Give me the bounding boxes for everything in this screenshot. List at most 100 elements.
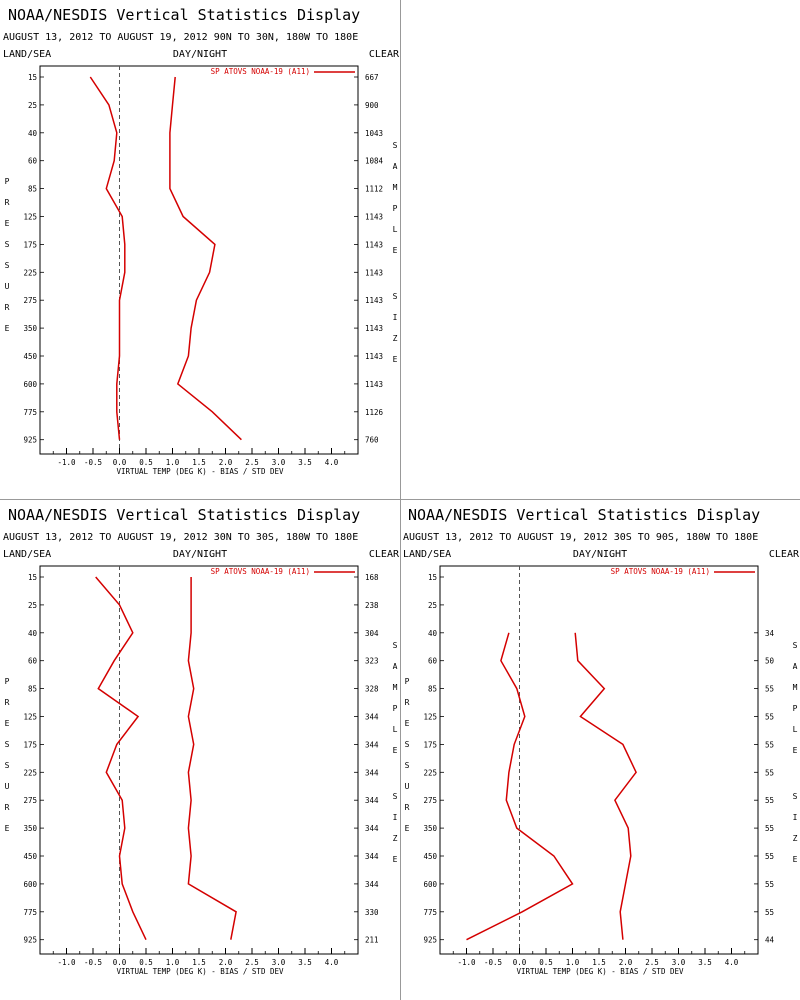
vertical-label-letter: S: [5, 740, 10, 749]
x-tick-label: 0.5: [139, 458, 153, 467]
sample-size-label: 667: [365, 73, 379, 82]
pressure-level-label: 275: [23, 296, 37, 305]
vertical-label-letter: U: [5, 282, 10, 291]
vertical-label-letter: P: [393, 204, 398, 213]
pressure-level-label: 350: [23, 324, 37, 333]
land-sea-label: LAND/SEA: [403, 549, 451, 560]
std-dev-series-line: [169, 76, 242, 441]
land-sea-label: LAND/SEA: [3, 549, 51, 560]
x-tick-label: 1.5: [192, 458, 206, 467]
vertical-label-letter: M: [393, 183, 398, 192]
sample-size-label: 1143: [365, 380, 383, 389]
vertical-label-letter: E: [5, 719, 10, 728]
pressure-level-label: 60: [28, 157, 38, 166]
land-sea-label: LAND/SEA: [3, 49, 51, 60]
vertical-label-letter: E: [793, 746, 798, 755]
std-dev-series-line: [187, 577, 237, 940]
pressure-level-label: 40: [28, 629, 38, 638]
pressure-level-label: 450: [423, 852, 437, 861]
sample-size-label: 344: [365, 768, 379, 777]
vertical-label-letter: R: [5, 803, 10, 812]
sample-size-label: 55: [765, 852, 774, 861]
sample-size-label: 55: [765, 685, 774, 694]
vertical-label-letter: S: [405, 761, 410, 770]
sample-size-label: 344: [365, 713, 379, 722]
pressure-level-label: 85: [28, 185, 37, 194]
x-tick-label: 3.0: [272, 958, 286, 967]
pressure-level-label: 60: [428, 657, 438, 666]
vertical-label-letter: P: [393, 704, 398, 713]
vertical-label-letter: Z: [393, 334, 398, 343]
sample-size-label: 344: [365, 824, 379, 833]
sample-size-label: 344: [365, 880, 379, 889]
x-tick-label: 1.5: [192, 958, 206, 967]
panel-divider-vertical: [400, 0, 401, 1000]
sample-size-label: 55: [765, 824, 774, 833]
bias-series-line: [95, 576, 147, 941]
vertical-label-letter: S: [393, 792, 398, 801]
sample-size-label: 1084: [365, 157, 384, 166]
pressure-level-label: 60: [28, 657, 38, 666]
sample-size-label: 55: [765, 796, 774, 805]
x-tick-label: 4.0: [325, 958, 339, 967]
vertical-label-letter: S: [393, 292, 398, 301]
chart-subtitle: AUGUST 13, 2012 TO AUGUST 19, 2012 30N T…: [3, 532, 358, 543]
vertical-label-letter: M: [393, 683, 398, 692]
vertical-label-letter: E: [5, 824, 10, 833]
x-tick-label: -1.0: [457, 958, 476, 967]
vertical-label-letter: E: [405, 824, 410, 833]
vertical-label-letter: E: [393, 746, 398, 755]
sample-size-label: 44: [765, 936, 775, 945]
day-night-label: DAY/NIGHT: [573, 549, 627, 560]
sample-size-label: 55: [765, 740, 774, 749]
bias-series-line: [89, 76, 126, 440]
chart-panel-south: NOAA/NESDIS Vertical Statistics Display A…: [403, 506, 800, 976]
vertical-label-letter: L: [393, 725, 398, 734]
sample-size-label: 50: [765, 657, 775, 666]
vertical-label-letter: Z: [793, 834, 798, 843]
x-tick-label: 0.0: [113, 958, 127, 967]
vertical-label-letter: S: [5, 261, 10, 270]
vertical-label-letter: I: [393, 313, 398, 322]
x-tick-label: 3.5: [298, 958, 312, 967]
chart-panel-tropics: NOAA/NESDIS Vertical Statistics Display A…: [3, 506, 400, 976]
x-tick-label: 3.0: [672, 958, 686, 967]
vertical-label-letter: R: [5, 198, 10, 207]
y-axis-label: P R E S S U R E: [5, 177, 10, 333]
vertical-label-letter: U: [405, 782, 410, 791]
y2-axis-label: S A M P L E S I Z E: [393, 141, 398, 364]
sample-size-label: 344: [365, 740, 379, 749]
vertical-label-letter: E: [405, 719, 410, 728]
pressure-level-label: 85: [428, 685, 437, 694]
chart-title: NOAA/NESDIS Vertical Statistics Display: [8, 6, 360, 24]
pressure-level-label: 450: [23, 852, 37, 861]
sample-size-label: 760: [365, 436, 379, 445]
vertical-label-letter: A: [793, 662, 798, 671]
x-tick-label: -1.0: [57, 958, 76, 967]
chart-subtitle: AUGUST 13, 2012 TO AUGUST 19, 2012 90N T…: [3, 32, 358, 43]
pressure-level-label: 275: [23, 796, 37, 805]
pressure-level-label: 125: [423, 713, 437, 722]
x-tick-label: -0.5: [484, 958, 502, 967]
vertical-label-letter: S: [793, 792, 798, 801]
pressure-level-label: 225: [23, 268, 37, 277]
vertical-label-letter: E: [793, 855, 798, 864]
sample-size-label: 1112: [365, 185, 383, 194]
pressure-level-label: 125: [23, 713, 37, 722]
pressure-level-label: 775: [23, 408, 37, 417]
sample-size-label: 344: [365, 852, 379, 861]
vertical-label-letter: P: [5, 177, 10, 186]
pressure-level-label: 25: [28, 601, 37, 610]
sample-size-label: 55: [765, 713, 774, 722]
pressure-level-label: 15: [28, 573, 37, 582]
x-axis-label: VIRTUAL TEMP (DEG K) - BIAS / STD DEV: [116, 967, 284, 976]
pressure-level-label: 350: [23, 824, 37, 833]
x-axis-label: VIRTUAL TEMP (DEG K) - BIAS / STD DEV: [116, 467, 284, 476]
x-tick-label: 2.0: [219, 458, 233, 467]
pressure-level-label: 25: [428, 601, 437, 610]
pressure-level-label: 775: [23, 908, 37, 917]
pressure-level-label: 600: [423, 880, 437, 889]
pressure-level-label: 15: [28, 73, 37, 82]
x-tick-label: 1.5: [592, 958, 606, 967]
vertical-label-letter: S: [393, 141, 398, 150]
